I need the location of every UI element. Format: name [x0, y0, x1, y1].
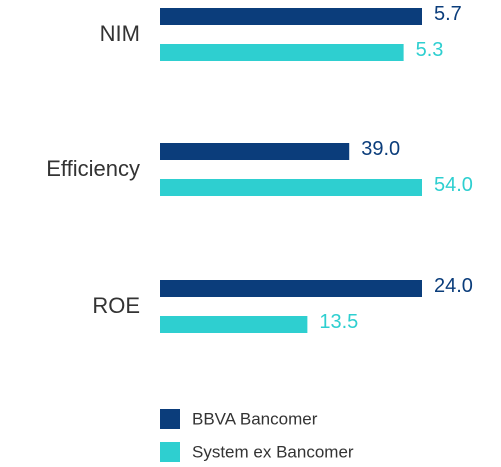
- legend-label: System ex Bancomer: [192, 442, 354, 461]
- bar: [160, 179, 422, 196]
- bar: [160, 44, 404, 61]
- bar: [160, 316, 308, 333]
- legend-label: BBVA Bancomer: [192, 409, 318, 428]
- value-label: 39.0: [361, 138, 400, 160]
- bar: [160, 280, 422, 297]
- bar: [160, 143, 350, 160]
- value-label: 5.3: [416, 39, 444, 61]
- legend-swatch: [160, 442, 180, 462]
- value-label: 54.0: [434, 174, 473, 196]
- bar: [160, 8, 422, 25]
- category-label: ROE: [92, 293, 140, 318]
- legend-swatch: [160, 409, 180, 429]
- category-label: Efficiency: [46, 156, 140, 181]
- value-label: 24.0: [434, 275, 473, 297]
- value-label: 5.7: [434, 3, 462, 25]
- category-label: NIM: [100, 21, 140, 46]
- value-label: 13.5: [319, 311, 358, 333]
